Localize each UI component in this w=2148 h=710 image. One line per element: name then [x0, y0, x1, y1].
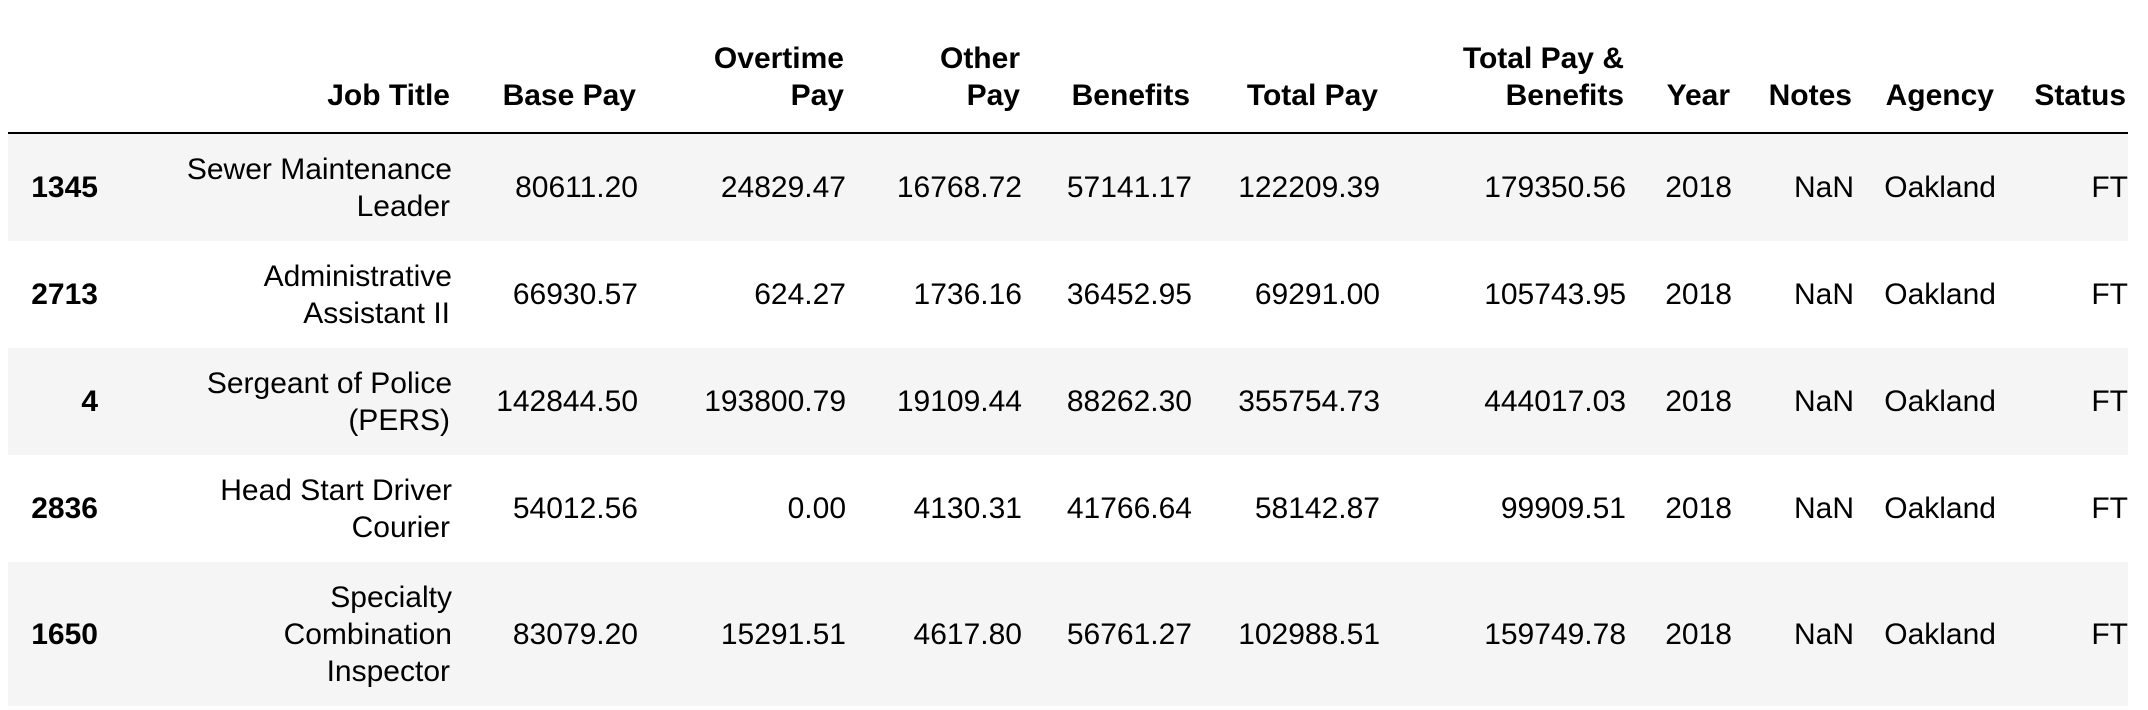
column-header-total-pay: Total Pay [1192, 0, 1380, 134]
row-index: 2836 [31, 492, 98, 525]
benefits-cell: 57141.17 [1066, 171, 1192, 204]
status-cell: FT [2091, 385, 2128, 418]
benefits-cell: 56761.27 [1066, 617, 1192, 651]
agency-cell: Oakland [1884, 278, 1996, 311]
row-index: 1650 [31, 617, 98, 651]
benefits-cell: 88262.30 [1066, 385, 1192, 418]
overtime-pay-cell: 193800.79 [704, 385, 846, 418]
other-pay-cell: 19109.44 [896, 385, 1022, 418]
status-cell: FT [2091, 278, 2128, 311]
job-title-cell: Head Start Driver Courier [220, 473, 452, 544]
total-pay-benefits-cell: 105743.95 [1484, 278, 1626, 311]
table-row: 2836 Head Start Driver Courier 54012.56 0… [8, 455, 2128, 562]
agency-cell: Oakland [1884, 171, 1996, 204]
column-header-overtime-pay: Overtime Pay [638, 0, 846, 134]
row-index: 1345 [31, 171, 98, 204]
base-pay-cell: 83079.20 [512, 617, 638, 651]
column-header-agency: Agency [1854, 0, 1996, 134]
notes-cell: NaN [1793, 278, 1854, 311]
table-row: 4 Sergeant of Police (PERS) 142844.50 193… [8, 348, 2128, 455]
job-title-cell: Specialty Combination Inspector [283, 580, 452, 688]
year-cell: 2018 [1665, 385, 1732, 418]
column-header-status: Status [1996, 0, 2128, 134]
year-cell: 2018 [1665, 278, 1732, 311]
total-pay-benefits-cell: 179350.56 [1484, 171, 1626, 204]
column-header-notes: Notes [1732, 0, 1854, 134]
agency-cell: Oakland [1884, 617, 1996, 651]
year-cell: 2018 [1665, 617, 1732, 651]
total-pay-cell: 355754.73 [1238, 385, 1380, 418]
total-pay-benefits-cell: 159749.78 [1484, 617, 1626, 651]
status-cell: FT [2091, 171, 2128, 204]
total-pay-benefits-cell: 444017.03 [1484, 385, 1626, 418]
table-row: 2713 Administrative Assistant II 66930.57… [8, 241, 2128, 348]
base-pay-cell: 142844.50 [496, 385, 638, 418]
job-title-cell: Administrative Assistant II [263, 259, 452, 330]
row-index: 4 [81, 385, 98, 418]
dataframe-container: Job Title Base Pay Overtime Pay Other Pay … [8, 0, 2148, 706]
agency-cell: Oakland [1884, 492, 1996, 525]
table-row: 1345 Sewer Maintenance Leader 80611.20 24… [8, 133, 2128, 241]
header-row: Job Title Base Pay Overtime Pay Other Pay … [8, 0, 2128, 134]
overtime-pay-cell: 15291.51 [720, 617, 846, 651]
total-pay-cell: 102988.51 [1238, 617, 1380, 651]
notes-cell: NaN [1793, 492, 1854, 525]
overtime-pay-cell: 24829.47 [720, 171, 846, 204]
overtime-pay-cell: 624.27 [754, 278, 846, 311]
base-pay-cell: 66930.57 [512, 278, 638, 311]
column-header-base-pay: Base Pay [452, 0, 638, 134]
job-title-cell: Sewer Maintenance Leader [186, 152, 452, 223]
job-title-cell: Sergeant of Police (PERS) [206, 366, 452, 437]
benefits-cell: 36452.95 [1066, 278, 1192, 311]
notes-cell: NaN [1793, 171, 1854, 204]
other-pay-cell: 4130.31 [913, 492, 1022, 525]
column-header-total-pay-benefits: Total Pay & Benefits [1380, 0, 1626, 134]
other-pay-cell: 4617.80 [913, 617, 1022, 651]
total-pay-cell: 122209.39 [1238, 171, 1380, 204]
year-cell: 2018 [1665, 171, 1732, 204]
status-cell: FT [2091, 492, 2128, 525]
year-cell: 2018 [1665, 492, 1732, 525]
benefits-cell: 41766.64 [1066, 492, 1192, 525]
column-header-benefits: Benefits [1022, 0, 1192, 134]
table-row: 1650 Specialty Combination Inspector 83079… [8, 562, 2128, 706]
agency-cell: Oakland [1884, 385, 1996, 418]
total-pay-benefits-cell: 99909.51 [1500, 492, 1626, 525]
row-index: 2713 [31, 278, 98, 311]
total-pay-cell: 69291.00 [1254, 278, 1380, 311]
notes-cell: NaN [1793, 385, 1854, 418]
other-pay-cell: 1736.16 [913, 278, 1022, 311]
notes-cell: NaN [1793, 617, 1854, 651]
status-cell: FT [2091, 617, 2128, 651]
column-header-other-pay: Other Pay [846, 0, 1022, 134]
other-pay-cell: 16768.72 [896, 171, 1022, 204]
dataframe-table: Job Title Base Pay Overtime Pay Other Pay … [8, 0, 2128, 706]
index-header [8, 0, 98, 134]
overtime-pay-cell: 0.00 [787, 492, 846, 525]
base-pay-cell: 80611.20 [515, 171, 638, 204]
column-header-job-title: Job Title [98, 0, 452, 134]
base-pay-cell: 54012.56 [512, 492, 638, 525]
column-header-year: Year [1626, 0, 1732, 134]
total-pay-cell: 58142.87 [1254, 492, 1380, 525]
